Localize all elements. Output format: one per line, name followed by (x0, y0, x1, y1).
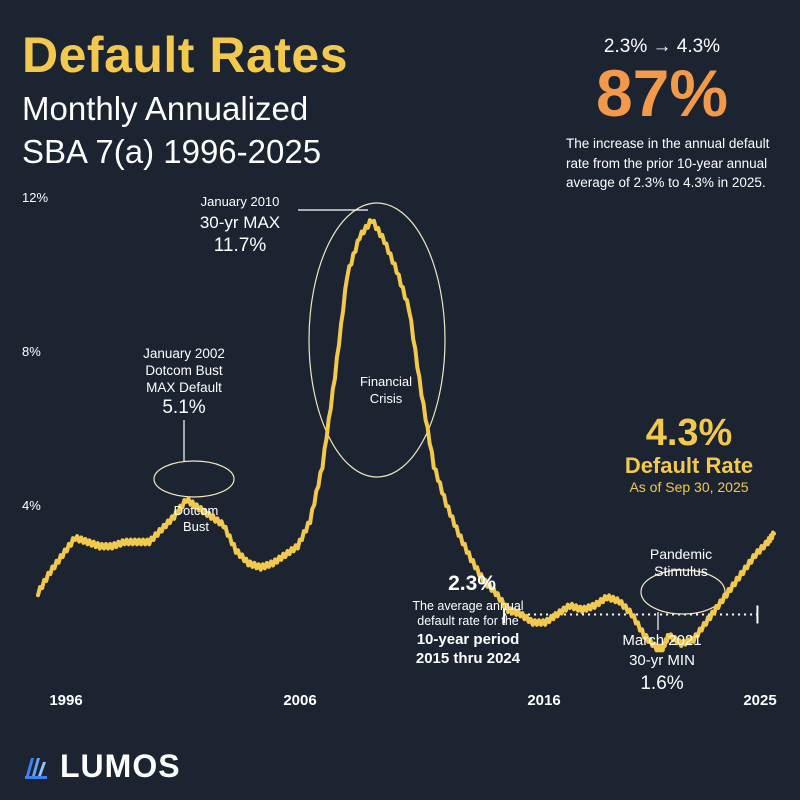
x-tick-label: 2006 (283, 692, 316, 709)
pandemic-label-2: Stimulus (654, 563, 708, 579)
logo-text: LUMOS (60, 748, 181, 785)
avg-value: 2.3% (448, 572, 496, 595)
x-tick-label: 2025 (743, 692, 776, 709)
crisis-ellipse (309, 203, 445, 477)
dotcom-circle-label-2: Bust (183, 519, 209, 534)
lumos-bars-icon (22, 750, 52, 782)
dotcom-label-1: January 2002 (143, 346, 225, 361)
y-tick-label: 4% (22, 498, 41, 513)
dotcom-label-2: Dotcom Bust (145, 363, 223, 378)
dotcom-label-4: 5.1% (162, 397, 205, 418)
min-label-3: 1.6% (640, 673, 683, 694)
logo: LUMOS (22, 746, 181, 786)
current-rate-label: Default Rate (590, 455, 788, 477)
avg-label-3: 10-year period (417, 631, 520, 648)
current-rate-value: 4.3% (590, 414, 788, 452)
x-tick-label: 1996 (49, 692, 82, 709)
avg-label-1: The average annual (412, 599, 523, 613)
max-label-2: 30-yr MAX (200, 213, 280, 232)
avg-label-4: 2015 thru 2024 (416, 650, 521, 667)
max-label-3: 11.7% (214, 235, 267, 256)
y-tick-label: 12% (22, 190, 48, 205)
crisis-label-2: Crisis (370, 391, 403, 406)
max-label-1: January 2010 (201, 194, 280, 209)
dotcom-ellipse (154, 461, 234, 497)
pandemic-label-1: Pandemic (650, 546, 712, 562)
crisis-label-1: Financial (360, 374, 412, 389)
dotcom-circle-label-1: Dotcom (174, 503, 219, 518)
current-rate-date: As of Sep 30, 2025 (590, 479, 788, 495)
y-tick-label: 8% (22, 344, 41, 359)
avg-label-2: default rate for the (417, 614, 519, 628)
dotcom-label-3: MAX Default (146, 380, 222, 395)
min-label-1: March 2021 (622, 632, 701, 649)
min-label-2: 30-yr MIN (629, 652, 695, 669)
x-tick-label: 2016 (527, 692, 560, 709)
